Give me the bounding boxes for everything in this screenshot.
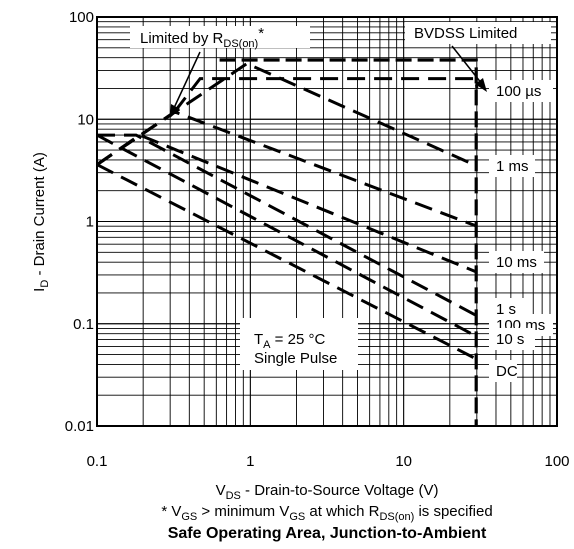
curve-10-s xyxy=(96,133,478,338)
curve-label-bg xyxy=(489,328,535,350)
y-tick-label: 100 xyxy=(69,9,94,26)
curve-dc xyxy=(96,163,478,361)
curve-label: 1 ms xyxy=(496,158,529,175)
ta-annotation: TA = 25 °C xyxy=(254,331,325,351)
rds-arrowhead xyxy=(170,104,180,118)
curve-label-bg xyxy=(489,298,526,320)
curve-label: 10 ms xyxy=(496,254,537,271)
y-tick-label: 10 xyxy=(77,111,94,128)
curve-100-ms xyxy=(96,133,478,274)
curve-label-bg xyxy=(489,251,544,273)
curve-1-ms xyxy=(96,61,478,168)
curve-label-bg xyxy=(489,155,535,177)
curve-label: 10 s xyxy=(496,331,524,348)
x-tick-label: 100 xyxy=(544,453,569,470)
curve-label: 100 µs xyxy=(496,83,541,100)
rds-arrow xyxy=(173,51,201,109)
curve-label-bg xyxy=(489,80,553,102)
x-axis-label: VDS - Drain-to-Source Voltage (V) xyxy=(216,482,439,502)
plot-frame xyxy=(96,16,558,427)
curve-label: 1 s xyxy=(496,301,516,318)
y-tick-label: 0.1 xyxy=(73,316,94,333)
curve-bvdss xyxy=(219,58,478,426)
y-axis-label: ID - Drain Current (A) xyxy=(31,152,51,292)
bvdss-label-bg xyxy=(405,22,551,44)
y-tick-label: 1 xyxy=(86,214,94,231)
curve-1-s xyxy=(97,133,478,318)
curve-label-bg xyxy=(489,360,517,382)
x-tick-label: 1 xyxy=(246,453,254,470)
rds-label-bg xyxy=(130,26,310,48)
chart-title: Safe Operating Area, Junction-to-Ambient xyxy=(168,525,487,542)
curve-label: DC xyxy=(496,363,518,380)
y-tick-label: 0.01 xyxy=(65,418,94,435)
curves xyxy=(96,58,479,426)
tick-labels: 0.1 1 10 100 0.01 0.1 1 10 100 xyxy=(65,9,570,470)
bvdss-arrowhead xyxy=(475,78,487,92)
rds-limit-annotation: Limited by RDS(on)* xyxy=(140,25,264,50)
x-tick-label: 0.1 xyxy=(87,453,108,470)
pulse-annotation: Single Pulse xyxy=(254,350,337,367)
bvdss-arrow xyxy=(451,45,483,85)
x-tick-label: 10 xyxy=(395,453,412,470)
conditions-box xyxy=(240,318,358,370)
bvdss-annotation: BVDSS Limited xyxy=(414,25,517,42)
footnote: * VGS > minimum VGS at which RDS(on) is … xyxy=(161,503,492,523)
